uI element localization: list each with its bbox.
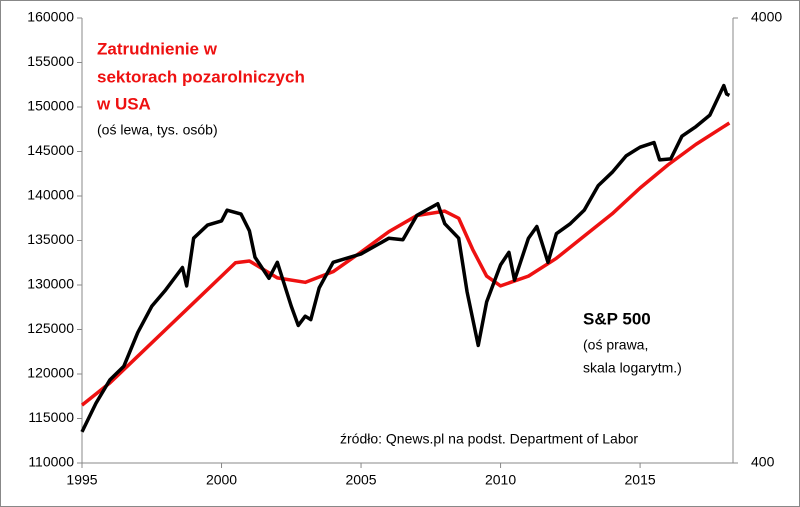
y2-tick-label: 4000 <box>751 9 782 25</box>
y-tick-label: 130000 <box>27 276 74 292</box>
y-tick-label: 140000 <box>27 187 74 203</box>
y2-tick-label: 400 <box>751 454 775 470</box>
series-line <box>80 121 731 407</box>
x-tick-label: 2010 <box>485 472 516 488</box>
y-tick-label: 120000 <box>27 365 74 381</box>
annotation: w USA <box>96 94 151 113</box>
series-line <box>80 83 731 433</box>
y-tick-label: 150000 <box>27 98 74 114</box>
annotation: (oś lewa, tys. osób) <box>97 122 218 138</box>
y-tick-label: 145000 <box>27 142 74 158</box>
x-tick-label: 2005 <box>345 472 376 488</box>
annotation: skala logarytm.) <box>583 360 682 376</box>
y-tick-label: 160000 <box>27 9 74 25</box>
x-tick-label: 2000 <box>206 472 237 488</box>
annotation: źródło: Qnews.pl na podst. Department of… <box>340 431 638 447</box>
annotation: Zatrudnienie w <box>97 39 218 58</box>
y-tick-label: 135000 <box>27 231 74 247</box>
y-tick-label: 115000 <box>28 409 74 425</box>
annotation: (oś prawa, <box>583 337 648 353</box>
y-tick-label: 110000 <box>28 454 74 470</box>
x-tick-label: 2015 <box>625 472 656 488</box>
y-tick-label: 125000 <box>27 320 74 336</box>
y-tick-label: 155000 <box>27 53 74 69</box>
x-tick-label: 1995 <box>66 472 97 488</box>
annotation: S&P 500 <box>583 309 651 328</box>
annotation: sektorach pozarolniczych <box>97 67 305 86</box>
